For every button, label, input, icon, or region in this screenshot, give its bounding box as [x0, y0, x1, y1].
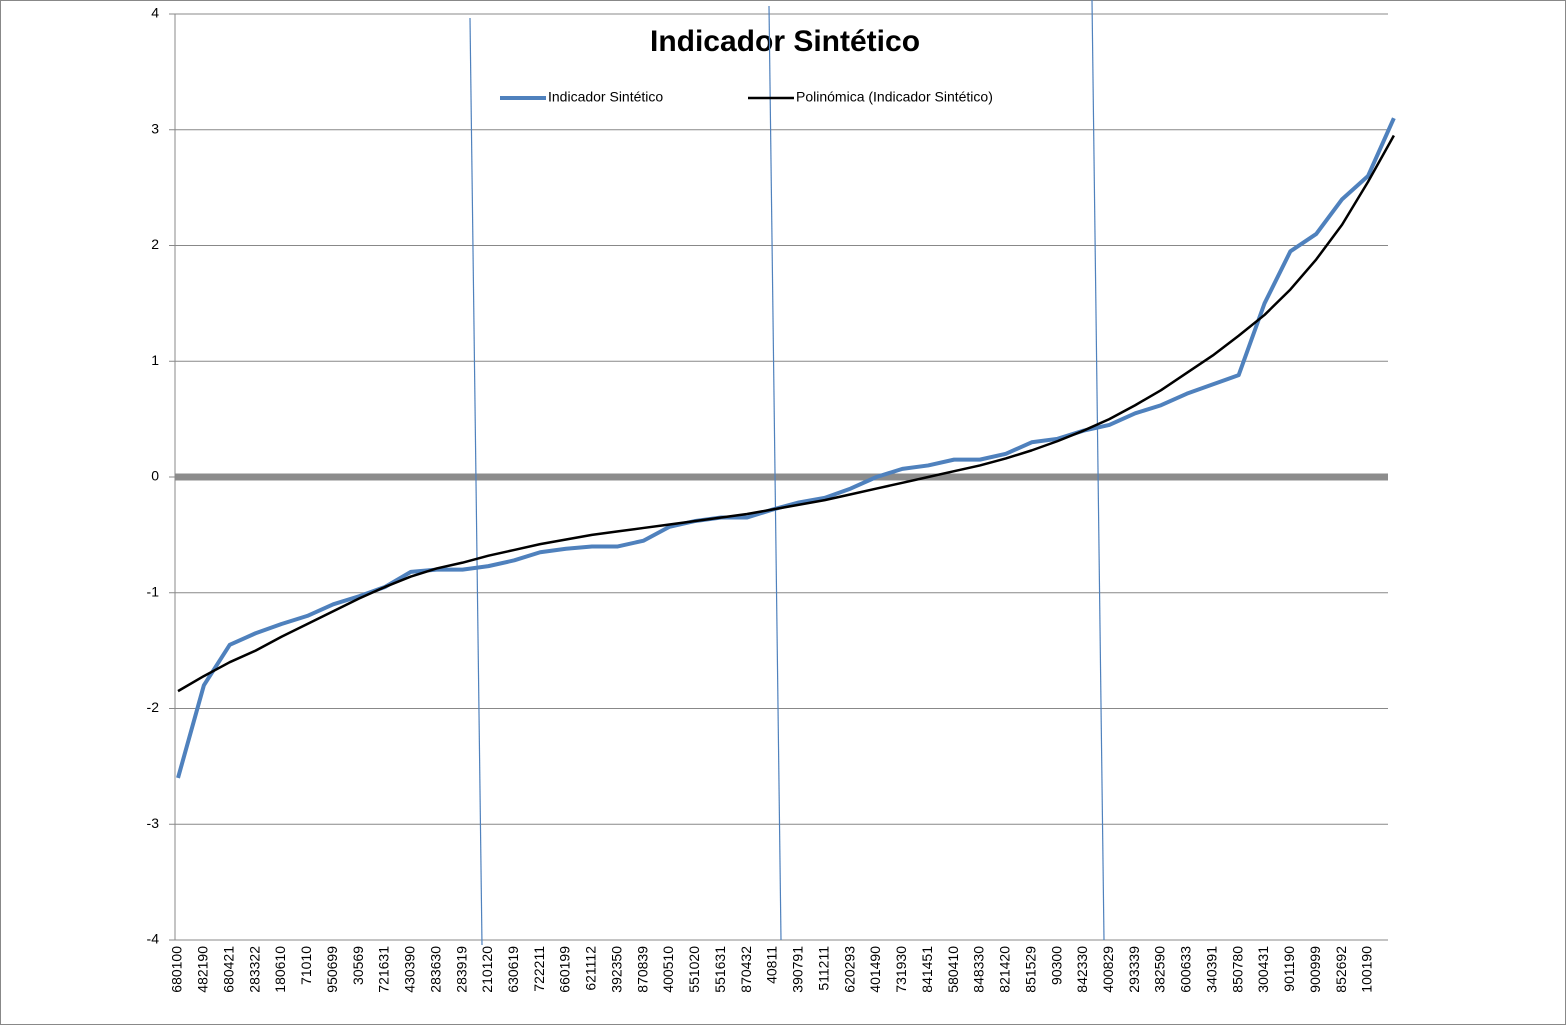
x-tick-label: 482190	[195, 946, 211, 993]
annotation-line	[469, 17, 483, 946]
x-tick-label: 600633	[1178, 946, 1194, 993]
annotation-line	[768, 5, 782, 941]
x-tick-label: 400510	[660, 946, 676, 993]
x-tick-label: 40811	[764, 946, 780, 984]
y-tick-label: -4	[147, 931, 160, 947]
legend-label: Indicador Sintético	[548, 89, 663, 105]
x-tick-label: 841451	[919, 946, 935, 993]
x-tick-label: 660199	[557, 946, 573, 993]
x-tick-label: 100190	[1359, 946, 1375, 993]
x-tick-label: 551020	[686, 946, 702, 993]
y-tick-label: -2	[147, 699, 160, 715]
y-tick-label: 0	[151, 468, 159, 484]
y-tick-label: -1	[147, 583, 160, 599]
x-tick-label: 680100	[169, 946, 185, 993]
x-tick-label: 551631	[712, 946, 728, 993]
x-tick-label: 900999	[1307, 946, 1323, 993]
x-tick-label: 850780	[1229, 946, 1245, 993]
x-tick-label: 210120	[479, 946, 495, 993]
x-tick-label: 630619	[505, 946, 521, 993]
y-tick-label: 4	[151, 5, 159, 21]
x-tick-label: 400829	[1100, 946, 1116, 993]
x-tick-label: 821420	[997, 946, 1013, 993]
x-tick-label: 300431	[1255, 946, 1271, 993]
series-line	[177, 134, 1395, 693]
y-tick-label: 2	[151, 236, 159, 252]
x-tick-label: 340391	[1203, 946, 1219, 993]
x-tick-label: 511211	[815, 946, 831, 991]
x-tick-label: 390791	[790, 946, 806, 993]
x-tick-label: 71010	[298, 946, 314, 985]
x-tick-label: 283630	[427, 946, 443, 993]
x-tick-label: 620293	[841, 946, 857, 993]
x-tick-label: 680421	[220, 946, 236, 993]
x-tick-label: 901190	[1281, 946, 1297, 992]
x-tick-label: 870839	[634, 946, 650, 993]
x-tick-label: 382590	[1152, 946, 1168, 993]
x-tick-label: 30569	[350, 946, 366, 985]
x-tick-label: 90300	[1048, 946, 1064, 985]
x-tick-label: 950699	[324, 946, 340, 993]
x-tick-label: 293339	[1126, 946, 1142, 993]
x-tick-label: 722211	[531, 946, 547, 992]
x-tick-label: 870432	[738, 946, 754, 993]
y-tick-label: 1	[151, 352, 159, 368]
annotation-line	[1091, 0, 1105, 941]
x-tick-label: 852692	[1333, 946, 1349, 993]
x-tick-label: 848330	[971, 946, 987, 993]
y-tick-label: 3	[151, 120, 159, 136]
x-tick-label: 430390	[402, 946, 418, 993]
x-tick-label: 392350	[608, 946, 624, 993]
x-tick-label: 621112	[583, 946, 599, 991]
legend-label: Polinómica (Indicador Sintético)	[796, 89, 993, 105]
x-tick-label: 731930	[893, 946, 909, 993]
x-tick-label: 283322	[246, 946, 262, 993]
chart-title: Indicador Sintético	[650, 25, 920, 58]
x-tick-label: 180610	[272, 946, 288, 993]
x-tick-label: 842330	[1074, 946, 1090, 993]
x-tick-label: 580410	[945, 946, 961, 993]
y-tick-label: -3	[147, 815, 160, 831]
x-tick-label: 851529	[1022, 946, 1038, 993]
x-tick-label: 721631	[376, 946, 392, 993]
x-tick-label: 283919	[453, 946, 469, 993]
x-tick-label: 401490	[867, 946, 883, 993]
